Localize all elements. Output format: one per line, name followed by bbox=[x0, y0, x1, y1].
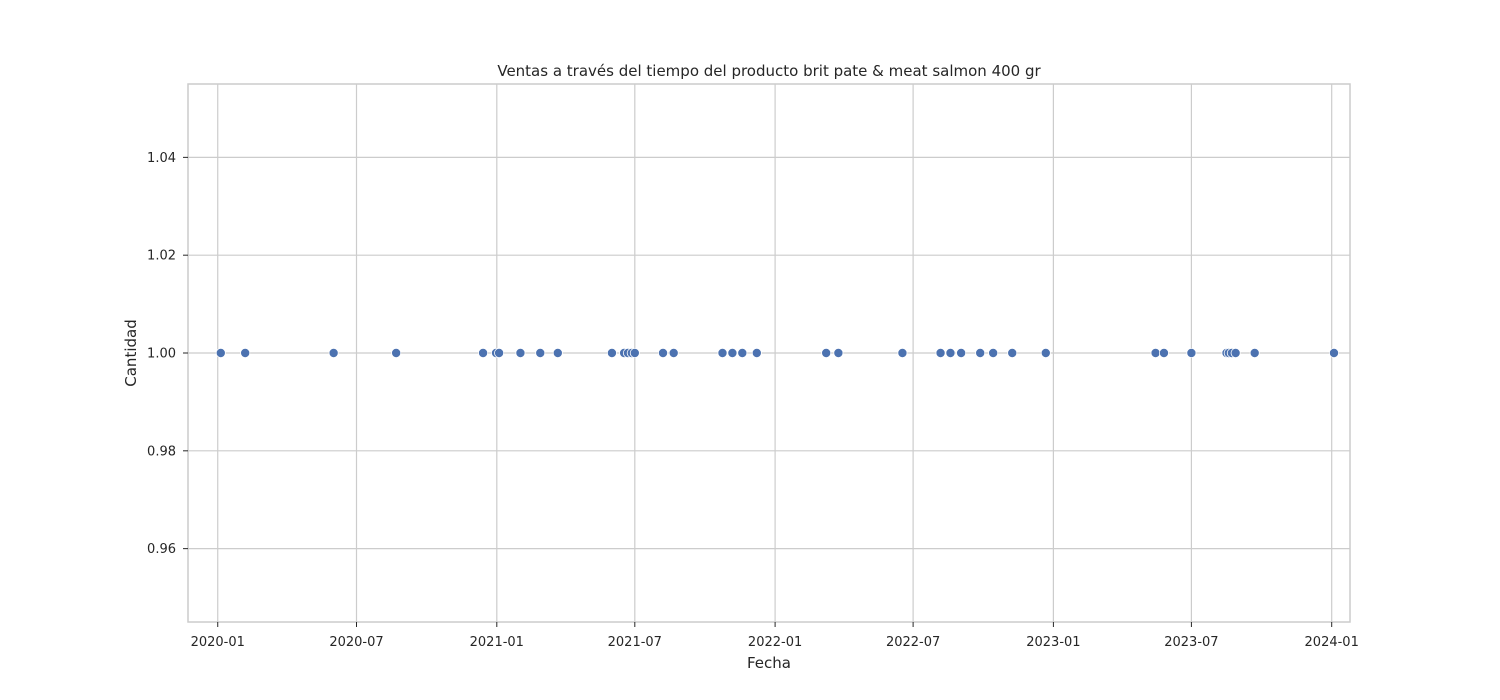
data-point bbox=[1007, 347, 1018, 358]
data-point bbox=[975, 347, 986, 358]
x-axis-label: Fecha bbox=[747, 654, 791, 672]
x-tick-label: 2022-01 bbox=[748, 635, 802, 650]
x-tick-label: 2020-07 bbox=[329, 635, 383, 650]
data-point bbox=[494, 347, 505, 358]
data-point bbox=[897, 347, 908, 358]
data-point bbox=[727, 347, 738, 358]
data-point bbox=[215, 347, 226, 358]
data-points bbox=[215, 347, 1339, 358]
data-point bbox=[833, 347, 844, 358]
data-point bbox=[606, 347, 617, 358]
data-point bbox=[988, 347, 999, 358]
data-point bbox=[956, 347, 967, 358]
chart-title: Ventas a través del tiempo del producto … bbox=[497, 62, 1041, 80]
data-point bbox=[328, 347, 339, 358]
data-point bbox=[1040, 347, 1051, 358]
data-point bbox=[945, 347, 956, 358]
data-point bbox=[668, 347, 679, 358]
data-point bbox=[535, 347, 546, 358]
data-point bbox=[515, 347, 526, 358]
y-tick-label: 0.96 bbox=[147, 542, 176, 557]
x-tick-label: 2021-07 bbox=[608, 635, 662, 650]
data-point bbox=[391, 347, 402, 358]
data-point bbox=[629, 347, 640, 358]
x-tick-label: 2023-01 bbox=[1026, 635, 1080, 650]
x-tick-label: 2020-01 bbox=[191, 635, 245, 650]
y-tick-label: 1.04 bbox=[147, 151, 176, 166]
data-point bbox=[478, 347, 489, 358]
x-tick-label: 2022-07 bbox=[886, 635, 940, 650]
data-point bbox=[1249, 347, 1260, 358]
data-point bbox=[935, 347, 946, 358]
axis-ticks: 2020-01 2020-07 2021-01 2021-07 2022-01 2022-… bbox=[147, 151, 1359, 650]
x-tick-label: 2021-01 bbox=[470, 635, 524, 650]
data-point bbox=[717, 347, 728, 358]
y-axis-label: Cantidad bbox=[122, 319, 140, 386]
y-tick-label: 1.02 bbox=[147, 249, 176, 264]
data-point bbox=[1328, 347, 1339, 358]
data-point bbox=[1158, 347, 1169, 358]
data-point bbox=[658, 347, 669, 358]
data-point bbox=[1150, 347, 1161, 358]
grid bbox=[188, 84, 1350, 622]
y-tick-label: 0.98 bbox=[147, 444, 176, 459]
data-point bbox=[821, 347, 832, 358]
data-point bbox=[552, 347, 563, 358]
data-point bbox=[1230, 347, 1241, 358]
y-tick-label: 1.00 bbox=[147, 347, 176, 362]
x-tick-label: 2023-07 bbox=[1164, 635, 1218, 650]
x-tick-label: 2024-01 bbox=[1305, 635, 1359, 650]
data-point bbox=[737, 347, 748, 358]
data-point bbox=[1186, 347, 1197, 358]
data-point bbox=[751, 347, 762, 358]
data-point bbox=[240, 347, 251, 358]
